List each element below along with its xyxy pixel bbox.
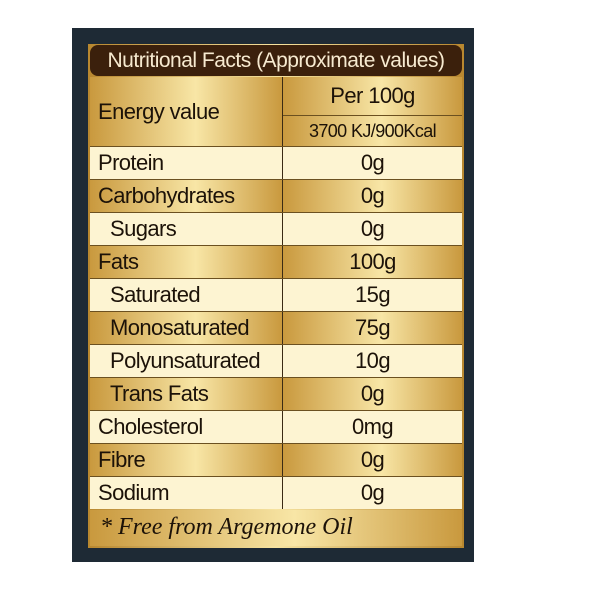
divider <box>283 115 462 116</box>
energy-value: 3700 KJ/900Kcal <box>283 116 462 146</box>
nutrient-value: 0g <box>283 180 462 212</box>
nutrient-value: 0g <box>283 477 462 509</box>
row-divider <box>90 311 462 312</box>
nutrient-name: Trans Fats <box>90 378 283 410</box>
nutrient-name: Carbohydrates <box>90 180 283 212</box>
row-divider <box>90 278 462 279</box>
nutrient-name: Monosaturated <box>90 312 283 344</box>
nutrient-value: 0mg <box>283 411 462 443</box>
row-divider <box>90 476 462 477</box>
title: Nutritional Facts (Approximate values) <box>90 45 462 76</box>
nutrient-name: Polyunsaturated <box>90 345 283 377</box>
row-divider <box>90 245 462 246</box>
footer-note: * Free from Argemone Oil <box>90 510 462 546</box>
nutrient-value: 0g <box>283 147 462 179</box>
nutrient-name: Fats <box>90 246 283 278</box>
nutrient-value: 0g <box>283 378 462 410</box>
energy-per: Per 100g <box>283 77 462 115</box>
nutrient-name: Fibre <box>90 444 283 476</box>
nutrient-value: 75g <box>283 312 462 344</box>
row-divider <box>90 443 462 444</box>
nutrient-value: 0g <box>283 444 462 476</box>
nutrient-name: Saturated <box>90 279 283 311</box>
nutrient-name: Sugars <box>90 213 283 245</box>
row-divider <box>90 344 462 345</box>
energy-label: Energy value <box>90 77 283 146</box>
row-divider <box>90 377 462 378</box>
nutrient-name: Protein <box>90 147 283 179</box>
nutrient-value: 10g <box>283 345 462 377</box>
nutrient-value: 0g <box>283 213 462 245</box>
row-divider <box>90 212 462 213</box>
nutrient-name: Cholesterol <box>90 411 283 443</box>
row-divider <box>90 179 462 180</box>
nutrient-name: Sodium <box>90 477 283 509</box>
row-divider <box>90 146 462 147</box>
nutrient-value: 15g <box>283 279 462 311</box>
nutrient-value: 100g <box>283 246 462 278</box>
row-divider <box>90 410 462 411</box>
